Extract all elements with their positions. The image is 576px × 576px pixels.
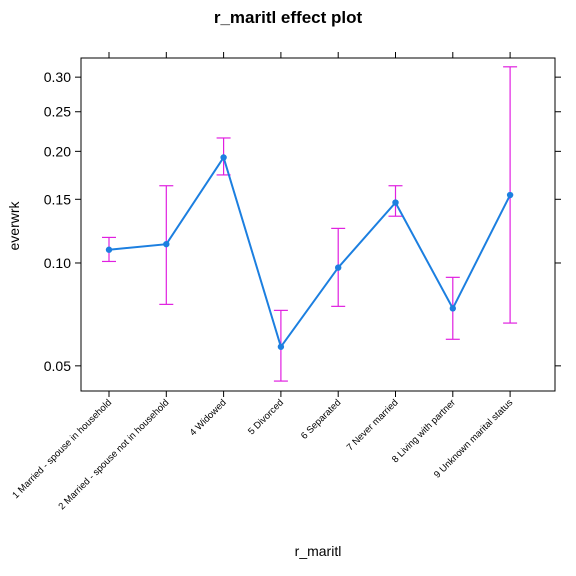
y-axis-label: everwrk	[6, 201, 22, 251]
x-tick-label: 4 Widowed	[188, 397, 229, 438]
data-point	[449, 305, 456, 312]
data-point	[277, 343, 285, 350]
data-point	[335, 264, 342, 271]
plot-frame	[80, 57, 556, 392]
effect-line	[108, 155, 511, 350]
x-axis-label: r_maritl	[295, 543, 342, 559]
data-point	[220, 154, 227, 161]
y-tick-label: 0.25	[44, 104, 71, 120]
x-tick-label: 2 Married - spouse not in household	[56, 397, 171, 512]
data-point	[392, 199, 399, 206]
data-point	[163, 240, 170, 248]
y-tick-label: 0.10	[44, 255, 71, 271]
data-point	[506, 191, 514, 199]
chart-marks: 0.05 0.10 0.15 0.20 0.25 0.30 1 Married - spou…	[10, 52, 561, 512]
x-tick-label: 5 Divorced	[246, 397, 286, 437]
x-tick-label: 6 Separated	[299, 397, 343, 441]
y-tick-label: 0.20	[44, 143, 71, 159]
y-tick-label: 0.15	[44, 191, 71, 207]
x-tick-label: 7 Never married	[345, 397, 401, 453]
chart-title: r_maritl effect plot	[214, 8, 363, 27]
data-point	[105, 246, 113, 253]
x-tick-label: 8 Living with partner	[390, 397, 458, 465]
y-tick-label: 0.30	[44, 69, 71, 85]
y-tick-label: 0.05	[44, 358, 71, 374]
x-tick-label: 1 Married - spouse in household	[10, 397, 114, 501]
